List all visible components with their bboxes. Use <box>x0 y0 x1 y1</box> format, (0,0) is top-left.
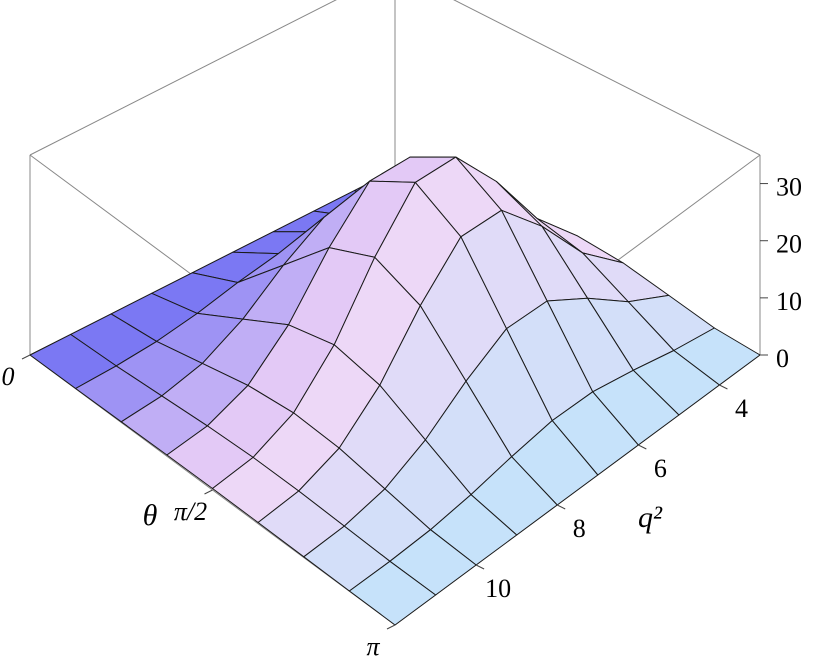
y-tick <box>719 384 728 390</box>
y-axis-label: q² <box>638 501 663 534</box>
x-axis-label: θ <box>143 499 158 532</box>
z-tick-label: 30 <box>776 173 802 202</box>
y-tick <box>638 444 647 450</box>
x-tick-label: π <box>366 632 380 661</box>
y-tick-label: 8 <box>573 514 586 543</box>
y-tick-label: 4 <box>735 394 748 423</box>
y-tick <box>556 504 566 510</box>
x-tick <box>204 489 213 495</box>
box-edge <box>453 0 761 156</box>
z-tick-label: 0 <box>776 344 789 373</box>
ticks: 0 π/2 π 4 6 8 10 0 10 20 30 <box>2 173 803 661</box>
z-tick-label: 20 <box>776 230 802 259</box>
y-tick-label: 10 <box>485 574 511 603</box>
x-tick-label: π/2 <box>174 497 207 526</box>
y-tick <box>475 564 485 570</box>
x-tick <box>21 354 31 360</box>
surface <box>29 156 761 626</box>
x-tick <box>386 624 396 630</box>
box-edge <box>29 0 337 156</box>
x-tick-label: 0 <box>2 362 15 391</box>
y-tick-label: 6 <box>654 454 667 483</box>
z-tick-label: 10 <box>776 287 802 316</box>
